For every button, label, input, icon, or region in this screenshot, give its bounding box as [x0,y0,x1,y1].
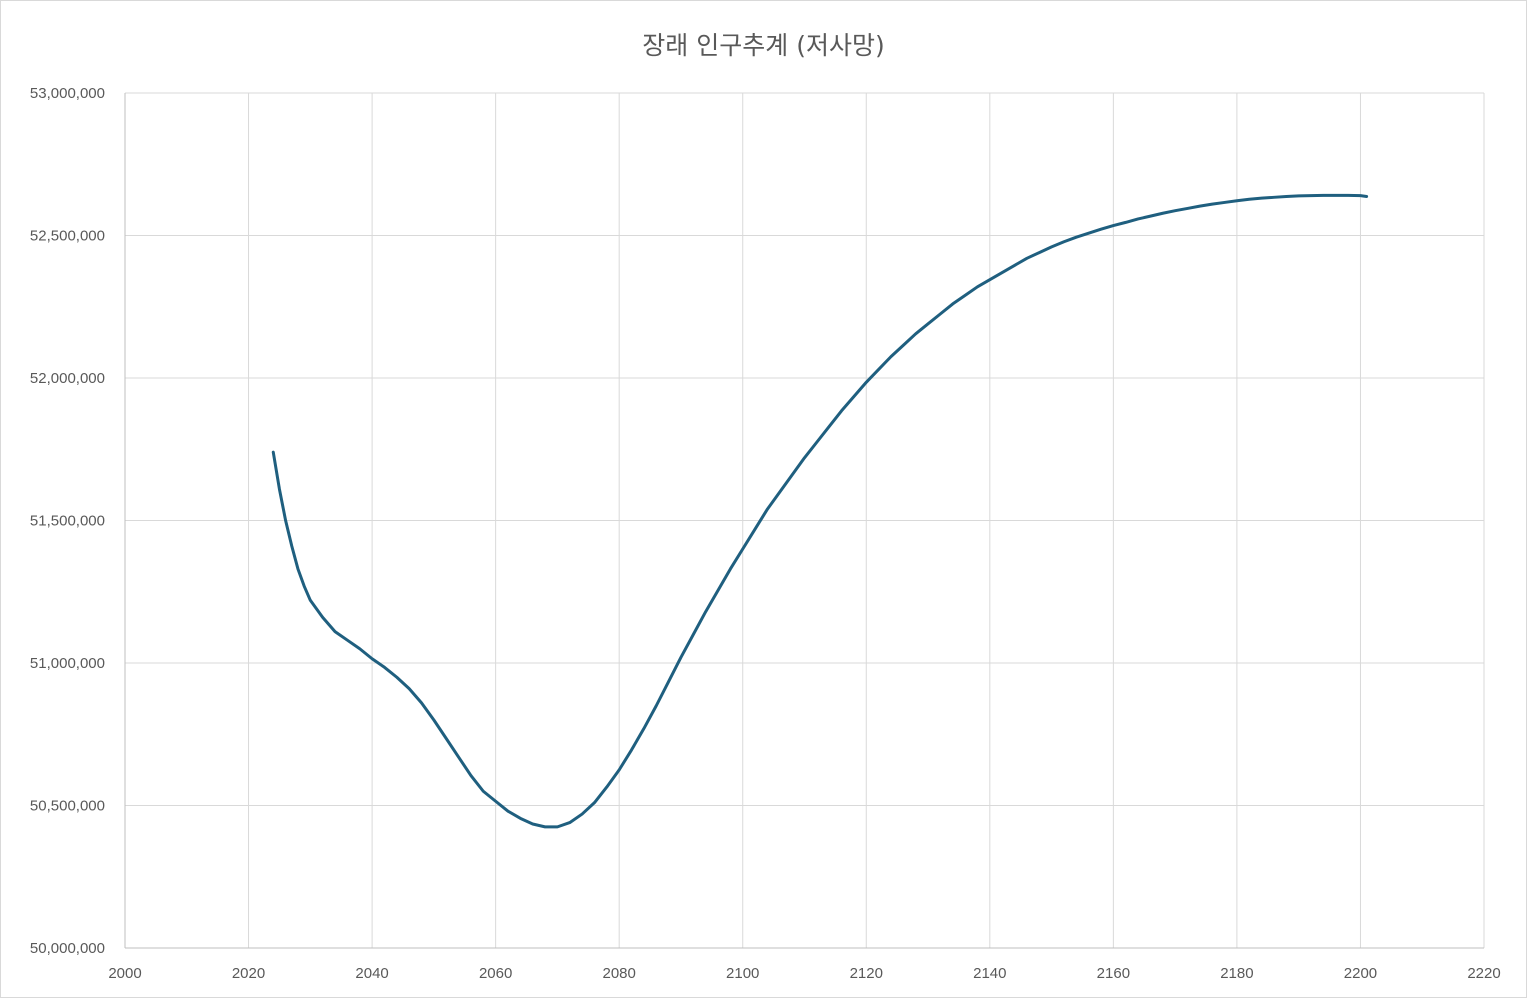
x-tick-label: 2060 [479,965,512,982]
y-tick-label: 50,500,000 [30,798,105,815]
x-tick-label: 2180 [1220,965,1253,982]
y-tick-label: 51,000,000 [30,655,105,672]
x-tick-label: 2100 [726,965,759,982]
x-tick-label: 2020 [232,965,265,982]
x-tick-label: 2000 [108,965,141,982]
y-tick-label: 52,500,000 [30,228,105,245]
series-layer [271,193,1369,829]
tick-layer: 50,000,000 50,500,000 51,000,000 51,500,000… [30,85,1501,982]
x-tick-label: 2080 [602,965,635,982]
x-tick-label: 2200 [1344,965,1377,982]
x-tick-label: 2120 [850,965,883,982]
y-tick-label: 51,500,000 [30,513,105,530]
x-tick-label: 2160 [1097,965,1130,982]
axis-layer [124,93,1484,949]
x-tick-label: 2040 [355,965,388,982]
grid-layer [124,92,1485,949]
y-tick-label: 52,000,000 [30,370,105,387]
y-tick-label: 50,000,000 [30,940,105,957]
series-line-0 [271,193,1369,829]
chart-title: 장래 인구추계 (저사망) [642,31,885,60]
y-tick-label: 53,000,000 [30,85,105,102]
x-tick-label: 2140 [973,965,1006,982]
x-tick-label: 2220 [1467,965,1500,982]
